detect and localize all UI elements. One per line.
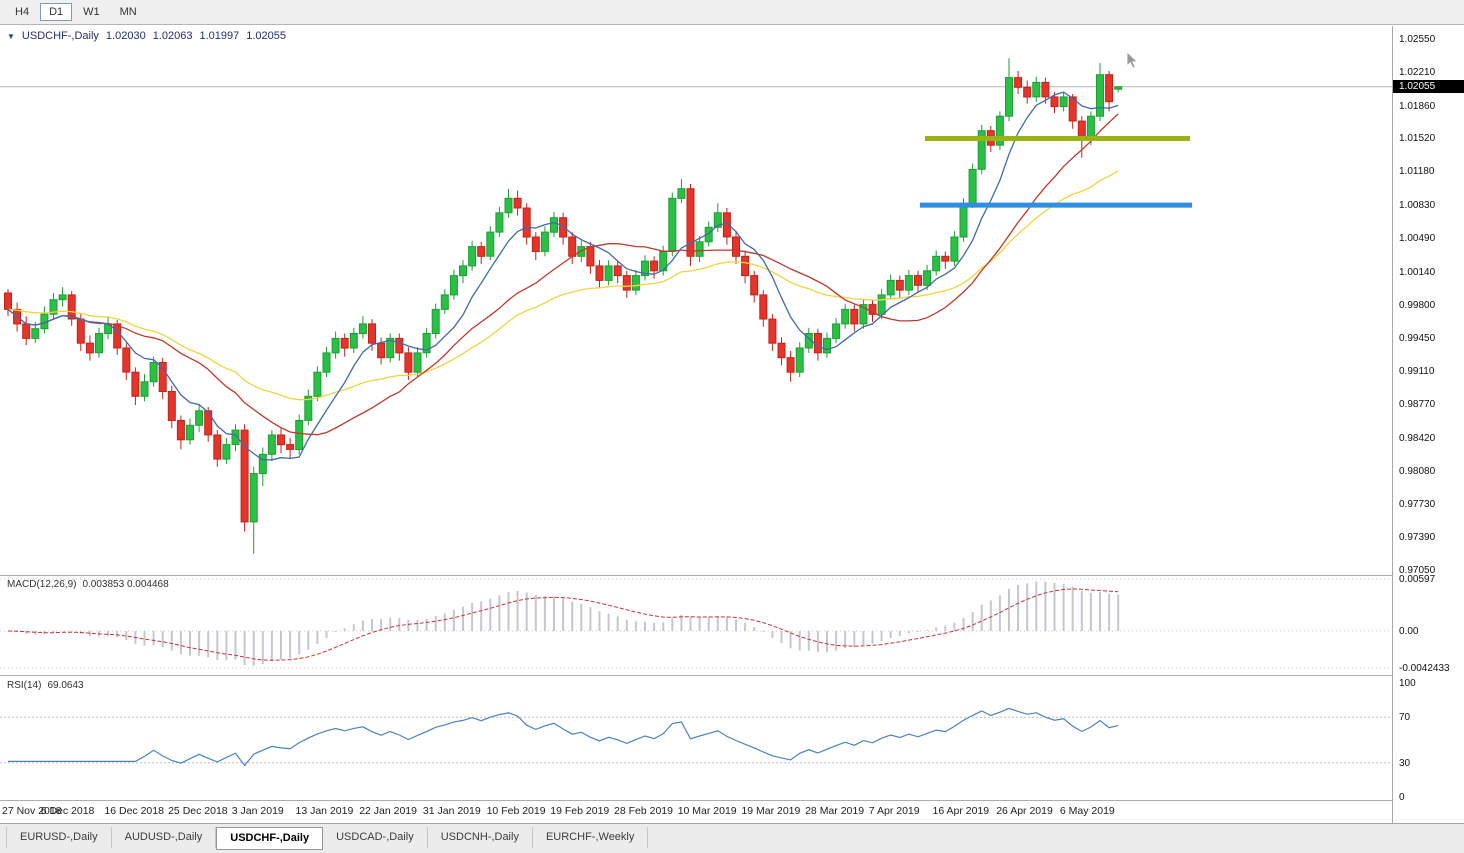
timeframe-button-w1[interactable]: W1	[74, 3, 109, 21]
symbol-tab-usdchf-daily[interactable]: USDCHF-,Daily	[216, 827, 324, 850]
date-label: 22 Jan 2019	[359, 805, 417, 817]
price-axis-label: 1.01180	[1399, 166, 1435, 178]
chart-symbol-label: USDCHF-,Daily	[21, 30, 99, 42]
symbol-tab-usdcnh-daily[interactable]: USDCNH-,Daily	[428, 827, 533, 848]
symbol-tab-eurchf-weekly[interactable]: EURCHF-,Weekly	[533, 827, 649, 848]
rsi-axis-label: 70	[1399, 712, 1411, 724]
rsi-axis-label: 30	[1399, 757, 1411, 769]
timeframe-button-mn[interactable]: MN	[110, 3, 146, 21]
date-label: 7 Apr 2019	[868, 805, 920, 817]
price-axis-label: 1.01860	[1399, 100, 1436, 112]
price-axis-label: 1.01520	[1399, 133, 1436, 145]
timeframe-button-h4[interactable]: H4	[6, 3, 39, 21]
price-axis-label: 1.00140	[1399, 266, 1436, 278]
rsi-value: 69.0643	[47, 680, 84, 691]
rsi-label: RSI(14)	[7, 680, 42, 691]
quote-high: 1.02063	[152, 30, 193, 42]
date-label: 16 Dec 2018	[104, 805, 164, 817]
macd-pane: MACD(12,26,9) 0.003853 0.004468	[0, 576, 1392, 674]
symbol-tab-bar: EURUSD-,Daily AUDUSD-,Daily USDCHF-,Daily U…	[0, 823, 1464, 853]
rsi-title: RSI(14) 69.0643	[7, 680, 84, 691]
date-label: 26 Apr 2019	[996, 805, 1053, 817]
price-axis-label: 1.02550	[1399, 33, 1436, 45]
pane-divider[interactable]	[0, 575, 1464, 576]
price-chart-canvas[interactable]	[0, 26, 1392, 575]
macd-axis-label: -0.0042433	[1399, 662, 1450, 674]
pane-divider[interactable]	[0, 675, 1464, 676]
rsi-canvas[interactable]	[0, 677, 1392, 800]
macd-title: MACD(12,26,9) 0.003853 0.004468	[7, 579, 169, 590]
date-label: 6 May 2019	[1059, 805, 1115, 817]
price-axis[interactable]: 1.02550 1.02210 1.01860 1.01520 1.01180 1.008…	[1392, 26, 1464, 823]
date-label: 27 Nov 2018	[2, 805, 62, 817]
price-chart-pane: ▼ USDCHF-,Daily 1.02030 1.02063 1.01997 …	[0, 26, 1392, 575]
date-label: 31 Jan 2019	[422, 805, 481, 817]
price-axis-label: 1.02210	[1399, 66, 1436, 78]
price-axis-label: 0.98420	[1399, 432, 1436, 444]
date-label: 19 Feb 2019	[550, 805, 610, 817]
macd-canvas[interactable]	[0, 576, 1392, 674]
date-label: 19 Mar 2019	[741, 805, 801, 817]
rsi-axis-label: 100	[1399, 678, 1416, 689]
mouse-cursor-icon	[1126, 52, 1139, 70]
timeframe-button-d1[interactable]: D1	[40, 3, 73, 21]
price-axis-label: 0.99110	[1399, 366, 1435, 378]
rsi-pane: RSI(14) 69.0643	[0, 677, 1392, 800]
date-label: 25 Dec 2018	[168, 805, 228, 817]
symbol-dropdown-icon[interactable]: ▼	[7, 31, 15, 41]
symbol-tab-usdcad-daily[interactable]: USDCAD-,Daily	[323, 827, 428, 848]
symbol-tab-eurusd-daily[interactable]: EURUSD-,Daily	[6, 827, 112, 848]
date-label: 3 Jan 2019	[231, 805, 284, 817]
price-axis-label: 0.98080	[1399, 465, 1436, 477]
macd-axis-label: 0.00	[1399, 626, 1419, 637]
pane-divider	[0, 800, 1464, 801]
rsi-axis-label: 0	[1399, 792, 1405, 803]
date-label: 28 Feb 2019	[614, 805, 673, 817]
quote-open: 1.02030	[105, 30, 146, 42]
date-label: 6 Dec 2018	[40, 805, 95, 817]
date-label: 10 Mar 2019	[677, 805, 737, 817]
date-label: 10 Feb 2019	[486, 805, 546, 817]
macd-label: MACD(12,26,9)	[7, 579, 77, 590]
macd-values: 0.003853 0.004468	[82, 579, 169, 590]
price-axis-label: 0.97390	[1399, 532, 1436, 544]
quote-close: 1.02055	[246, 30, 286, 42]
price-axis-label: 0.99450	[1399, 333, 1436, 345]
quote-low: 1.01997	[199, 30, 240, 42]
date-label: 16 Apr 2019	[932, 805, 990, 817]
price-axis-label: 0.97050	[1399, 565, 1436, 577]
time-axis[interactable]: 27 Nov 2018 6 Dec 2018 16 Dec 2018 25 Dec 2…	[0, 801, 1392, 823]
date-label: 28 Mar 2019	[805, 805, 865, 817]
price-axis-label: 0.98770	[1399, 399, 1436, 411]
price-axis-label: 0.97730	[1399, 499, 1436, 511]
symbol-tab-audusd-daily[interactable]: AUDUSD-,Daily	[112, 827, 217, 848]
price-axis-label: 1.00490	[1399, 232, 1436, 244]
current-price-badge: 1.02055	[1393, 80, 1464, 94]
chart-title: ▼ USDCHF-,Daily 1.02030 1.02063 1.01997 …	[7, 30, 286, 42]
timeframe-toolbar: H4 D1 W1 MN	[0, 0, 1464, 25]
date-label: 13 Jan 2019	[295, 805, 354, 817]
macd-axis-label: 0.00597	[1399, 574, 1436, 585]
price-axis-label: 0.99800	[1399, 299, 1436, 311]
price-axis-label: 1.00830	[1399, 200, 1436, 212]
